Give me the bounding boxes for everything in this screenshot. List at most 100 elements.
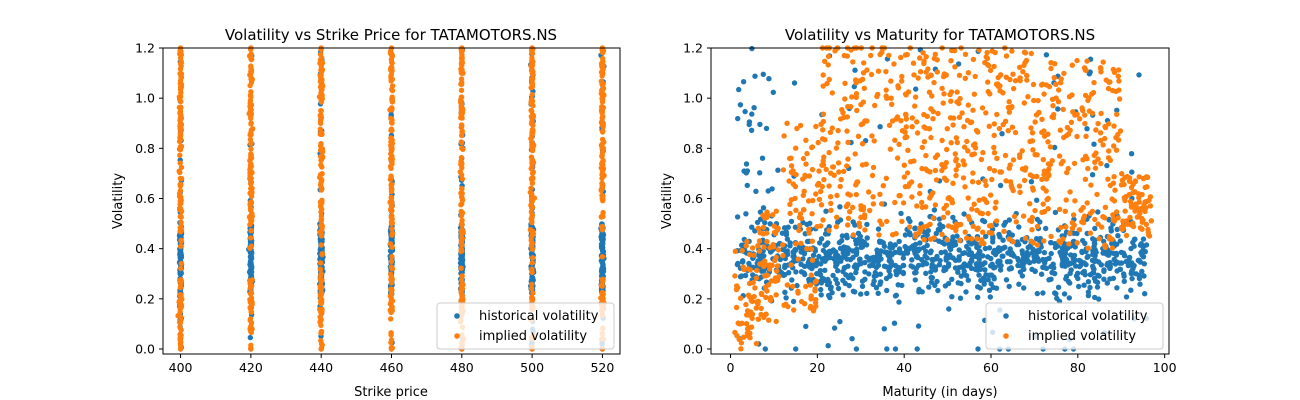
implied-point: [926, 89, 933, 95]
historical-point: [780, 246, 786, 253]
implied-point: [318, 108, 324, 114]
implied-point: [388, 337, 395, 343]
historical-point: [897, 249, 904, 256]
implied-point: [458, 76, 465, 82]
implied-point: [901, 174, 907, 180]
historical-point: [1053, 291, 1059, 297]
implied-point: [852, 151, 858, 157]
historical-point: [877, 271, 883, 277]
historical-point: [912, 225, 918, 232]
historical-point: [740, 79, 747, 85]
implied-point: [1143, 221, 1150, 228]
implied-point: [842, 96, 848, 102]
historical-point: [783, 295, 789, 301]
y-tick-label: 0.8: [683, 141, 703, 156]
implied-point: [862, 227, 868, 233]
implied-point: [389, 304, 395, 310]
implied-point: [1036, 109, 1042, 116]
historical-point: [907, 245, 913, 251]
implied-point: [948, 89, 955, 95]
implied-point: [177, 320, 183, 326]
implied-point: [825, 62, 831, 68]
implied-point: [903, 111, 909, 118]
implied-point: [1022, 167, 1028, 173]
maturity-legend-marker-implied: [1003, 333, 1009, 339]
implied-point: [803, 137, 809, 143]
implied-point: [1009, 48, 1015, 54]
historical-point: [600, 235, 606, 241]
implied-point: [909, 115, 915, 121]
implied-point: [904, 170, 911, 176]
implied-point: [388, 139, 395, 145]
implied-point: [387, 241, 394, 247]
implied-point: [888, 78, 894, 84]
historical-point: [1133, 271, 1139, 277]
implied-point: [1028, 125, 1034, 131]
strike-chart: Volatility vs Strike Price for TATAMOTOR…: [111, 26, 621, 400]
implied-point: [178, 127, 185, 133]
historical-point: [751, 105, 757, 111]
implied-point: [760, 224, 767, 231]
maturity-chart-y-label: Volatility: [660, 173, 675, 229]
historical-point: [744, 182, 750, 189]
implied-point: [787, 201, 793, 208]
implied-point: [820, 217, 826, 223]
historical-point: [1094, 279, 1101, 286]
implied-point: [957, 237, 963, 244]
implied-point: [869, 172, 876, 179]
implied-point: [788, 155, 794, 161]
implied-point: [750, 245, 756, 251]
historical-point: [988, 255, 994, 262]
implied-point: [1046, 172, 1052, 179]
implied-point: [1017, 152, 1023, 158]
historical-point: [803, 323, 809, 330]
implied-point: [969, 152, 975, 158]
implied-point: [248, 181, 254, 187]
historical-point: [248, 270, 254, 277]
historical-point: [1043, 52, 1050, 58]
implied-point: [319, 130, 325, 136]
implied-point: [388, 286, 394, 292]
implied-point: [829, 125, 835, 131]
implied-point: [790, 181, 796, 187]
implied-point: [781, 302, 787, 308]
historical-point: [1101, 267, 1107, 273]
implied-point: [844, 128, 850, 134]
historical-point: [1052, 144, 1058, 151]
implied-point: [529, 118, 535, 125]
implied-point: [599, 62, 605, 68]
implied-point: [1089, 110, 1096, 117]
historical-point: [926, 284, 932, 290]
implied-point: [1003, 53, 1010, 59]
implied-point: [529, 55, 535, 61]
historical-point: [997, 267, 1004, 273]
implied-point: [598, 214, 604, 220]
implied-point: [780, 252, 786, 259]
implied-point: [944, 126, 950, 132]
implied-point: [178, 182, 184, 188]
implied-point: [1102, 204, 1109, 210]
implied-point: [1011, 213, 1018, 220]
implied-point: [905, 147, 911, 153]
historical-point: [1075, 275, 1081, 282]
implied-point: [1045, 161, 1052, 167]
historical-point: [1137, 281, 1143, 287]
historical-point: [934, 278, 940, 285]
implied-point: [818, 202, 825, 208]
implied-point: [886, 122, 893, 128]
implied-point: [1005, 128, 1011, 134]
historical-point: [864, 221, 870, 228]
implied-point: [774, 227, 781, 233]
historical-point: [1082, 272, 1088, 278]
implied-point: [177, 115, 184, 121]
historical-point: [783, 232, 790, 238]
implied-point: [1007, 76, 1013, 83]
implied-point: [774, 263, 781, 269]
historical-point: [1094, 284, 1101, 290]
historical-point: [862, 259, 868, 266]
historical-point: [837, 204, 843, 210]
implied-point: [1053, 81, 1059, 88]
implied-point: [962, 229, 968, 235]
implied-point: [815, 139, 821, 146]
implied-point: [819, 183, 825, 190]
